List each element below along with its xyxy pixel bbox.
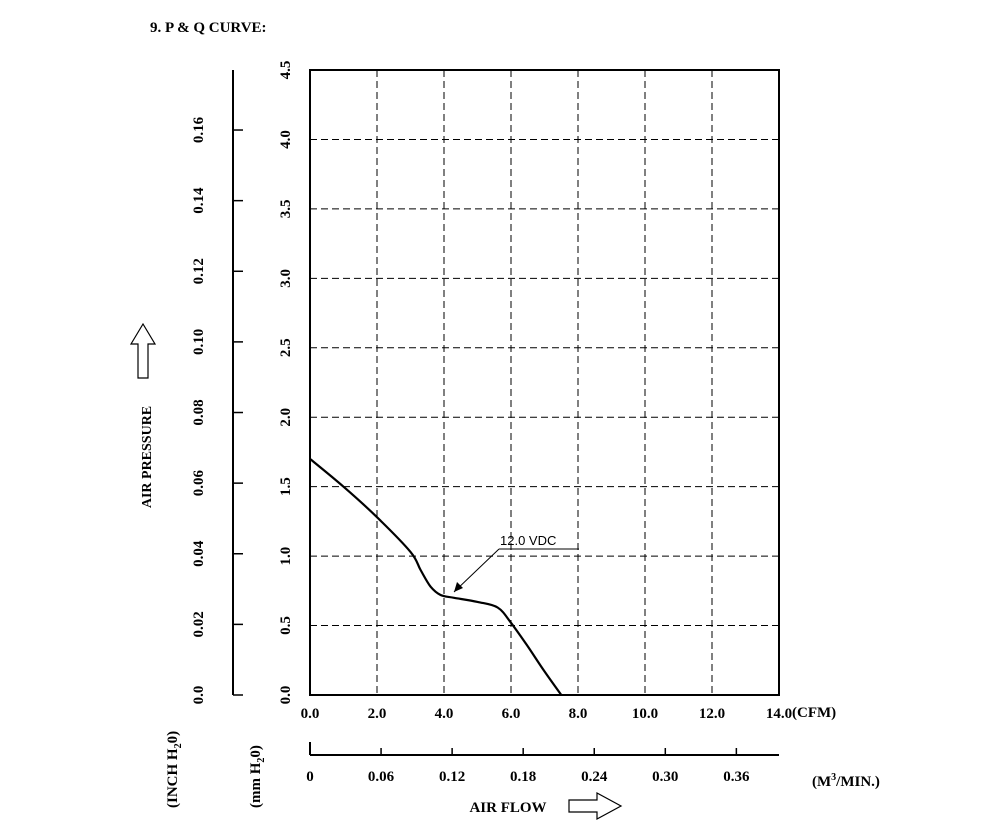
chart-title: 9. P & Q CURVE: (150, 20, 267, 36)
inch-tick-labels: 0.0 0.02 0.04 0.06 0.08 0.10 0.12 0.14 0.16 (191, 116, 243, 704)
m3-tick-label: 0.24 (581, 769, 608, 785)
plot-frame (309, 69, 780, 696)
x-axis-label: AIR FLOW (469, 800, 546, 816)
m3-tick-label: 0.06 (368, 769, 395, 785)
x-tick-label: 2.0 (368, 706, 387, 722)
y-axis-label: AIR PRESSURE (140, 406, 155, 508)
inch-tick-label: 0.12 (191, 258, 207, 284)
inch-h2o-unit-label: (INCH H20) (165, 731, 184, 808)
cfm-unit-label: (CFM) (792, 705, 836, 721)
m3-tick-labels: 0 0.06 0.12 0.18 0.24 0.30 0.36 (306, 748, 750, 785)
annotation-leader (453, 548, 500, 593)
series-line (309, 458, 563, 696)
arrow-right-icon (568, 791, 623, 821)
series-curves (309, 458, 563, 696)
annotation-label: 12.0 VDC (500, 533, 556, 548)
y-tick-label: 2.0 (278, 408, 294, 427)
inch-tick-label: 0.14 (191, 187, 207, 214)
m3-tick-label: 0.36 (723, 769, 750, 785)
x-tick-labels: 0.0 2.0 4.0 6.0 8.0 10.0 12.0 14.0 (301, 706, 793, 722)
x-tick-label: 0.0 (301, 706, 320, 722)
inch-tick-label: 0.04 (191, 540, 207, 567)
mm-h2o-unit-label: (mm H20) (248, 745, 267, 808)
y-tick-label: 2.5 (278, 338, 294, 357)
x-tick-label: 12.0 (699, 706, 725, 722)
m3-tick-label: 0.12 (439, 769, 465, 785)
x-tick-label: 4.0 (435, 706, 454, 722)
m3-tick-label: 0.18 (510, 769, 536, 785)
y-tick-label: 3.0 (278, 269, 294, 288)
x-tick-label: 10.0 (632, 706, 658, 722)
y-tick-label: 3.5 (278, 200, 294, 219)
inch-tick-label: 0.10 (191, 329, 207, 355)
y-tick-label: 4.0 (278, 130, 294, 149)
y-tick-labels: 0.0 0.5 1.0 1.5 2.0 2.5 3.0 3.5 4.0 4.5 (278, 61, 294, 705)
inch-tick-label: 0.08 (191, 399, 207, 425)
y-tick-label: 1.0 (278, 547, 294, 566)
grid (310, 70, 779, 695)
m3-unit-label: (M3/MIN.) (812, 772, 880, 790)
x-tick-label: 6.0 (502, 706, 521, 722)
inch-tick-label: 0.06 (191, 470, 207, 497)
y-tick-label: 0.0 (278, 686, 294, 705)
x-tick-label: 14.0 (766, 706, 792, 722)
y-tick-label: 0.5 (278, 616, 294, 635)
inch-tick-label: 0.16 (191, 116, 207, 143)
annotation-arrowhead (454, 582, 463, 592)
y-tick-label: 1.5 (278, 477, 294, 496)
x-tick-label: 8.0 (569, 706, 588, 722)
m3-tick-label: 0.30 (652, 769, 678, 785)
m3-tick-label: 0 (306, 769, 314, 785)
arrow-up-icon (129, 322, 157, 379)
inch-tick-label: 0.0 (191, 686, 207, 705)
inch-tick-label: 0.02 (191, 611, 207, 637)
y-tick-label: 4.5 (278, 61, 294, 80)
